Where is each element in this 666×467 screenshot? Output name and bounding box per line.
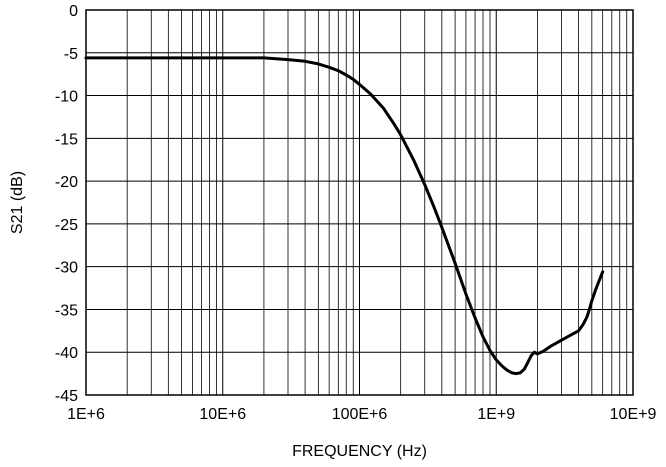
x-tick-label: 1E+6 (67, 406, 105, 423)
y-tick-label: -20 (55, 174, 78, 191)
x-tick-label: 100E+6 (332, 406, 388, 423)
series-line-s21 (84, 56, 605, 376)
y-tick-label: -10 (55, 89, 78, 106)
y-tick-label: -35 (55, 302, 78, 319)
x-tick-labels: 1E+6 10E+6 100E+6 1E+9 10E+9 (67, 406, 656, 423)
x-axis-label: FREQUENCY (Hz) (292, 443, 427, 460)
y-tick-label: -40 (55, 345, 78, 362)
x-tick-label: 1E+9 (477, 406, 515, 423)
y-tick-label: -45 (55, 388, 78, 405)
series-layer (84, 56, 605, 376)
x-tick-label: 10E+6 (199, 406, 246, 423)
plot-frame (85, 9, 634, 396)
y-tick-label: 0 (69, 3, 78, 20)
y-tick-label: -15 (55, 131, 78, 148)
y-tick-label: -5 (64, 46, 78, 63)
y-tick-label: -25 (55, 217, 78, 234)
grid-lines (85, 9, 633, 396)
y-tick-labels: 0 -5 -10 -15 -20 -25 -30 -35 -40 -45 (55, 3, 78, 405)
y-tick-label: -30 (55, 260, 78, 277)
x-tick-label: 10E+9 (610, 406, 657, 423)
y-axis-label: S21 (dB) (9, 171, 26, 234)
